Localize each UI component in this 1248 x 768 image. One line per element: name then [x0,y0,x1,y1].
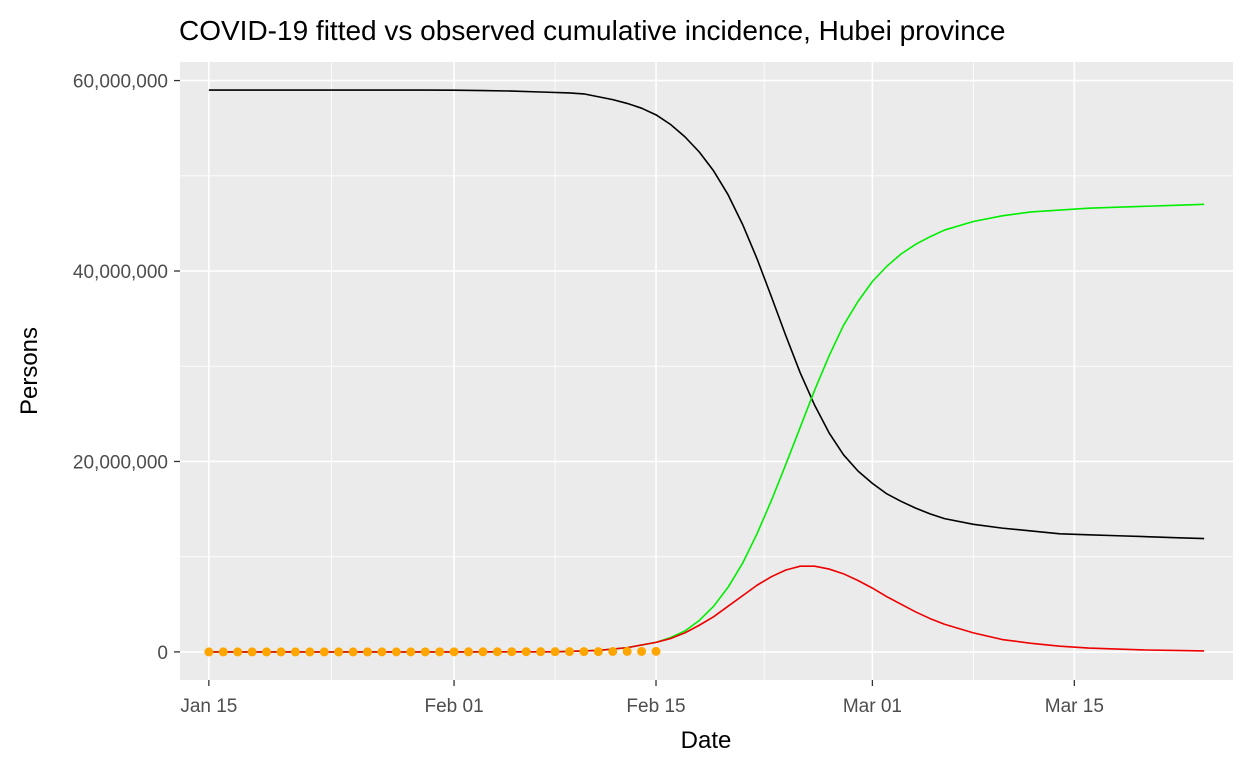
y-tick-label: 20,000,000 [73,452,168,473]
observed-point [319,647,329,657]
observed-point [463,647,473,657]
observed-point [507,647,517,657]
observed-point [262,647,272,657]
observed-point [420,647,430,657]
observed-point [363,647,373,657]
observed-point [608,646,618,656]
observed-point [391,647,401,657]
x-tick-label: Mar 15 [1045,696,1104,717]
observed-point [550,647,560,657]
observed-point [492,647,502,657]
chart-title: COVID-19 fitted vs observed cumulative i… [179,15,1005,46]
x-tick-label: Feb 15 [626,696,685,717]
observed-point [579,647,589,657]
observed-point [564,647,574,657]
observed-point [334,647,344,657]
observed-point [435,647,445,657]
x-tick-label: Feb 01 [424,696,483,717]
grid [180,62,1233,680]
observed-point [290,647,300,657]
y-tick-label: 0 [157,643,168,664]
observed-point [276,647,286,657]
y-tick-label: 60,000,000 [73,72,168,93]
observed-point [637,646,647,656]
observed-point [348,647,358,657]
observed-point [204,647,214,657]
series-layer [204,89,1205,657]
x-axis-title: Date [681,727,732,754]
x-tick-label: Jan 15 [180,696,237,717]
observed-point [377,647,387,657]
y-axis-title: Persons [16,327,43,415]
observed-point [247,647,257,657]
observed-point [406,647,416,657]
observed-point [622,646,632,656]
series-line [208,565,1205,653]
observed-point [536,647,546,657]
observed-point [478,647,488,657]
axes: Jan 15 Feb 01 Feb 15 Mar 01 Mar 15 0 20,000,00… [73,72,1104,717]
observed-point [651,646,661,656]
plot-panel [180,62,1233,680]
observed-point [449,647,459,657]
x-tick-label: Mar 01 [843,696,902,717]
observed-point [233,647,243,657]
observed-point [305,647,315,657]
observed-point [593,647,603,657]
observed-point [218,647,228,657]
observed-point [521,647,531,657]
series-line [208,89,1205,540]
y-tick-label: 40,000,000 [73,262,168,283]
